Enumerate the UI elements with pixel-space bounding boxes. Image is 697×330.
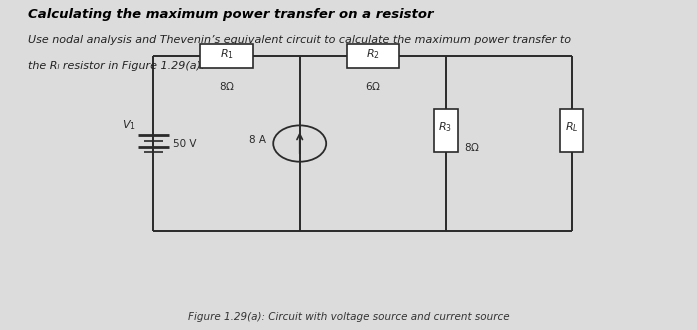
Bar [560,109,583,152]
Text: Figure 1.29(a): Circuit with voltage source and current source: Figure 1.29(a): Circuit with voltage sou… [187,312,510,322]
Text: Calculating the maximum power transfer on a resistor: Calculating the maximum power transfer o… [28,8,434,21]
Bar [201,44,253,69]
Text: $R_1$: $R_1$ [220,48,233,61]
Text: 8 A: 8 A [250,135,266,145]
Bar [347,44,399,69]
Text: the Rₗ resistor in Figure 1.29(a).: the Rₗ resistor in Figure 1.29(a). [28,61,204,71]
Text: $R_2$: $R_2$ [366,48,380,61]
Text: 50 V: 50 V [173,139,197,148]
Text: $R_L$: $R_L$ [565,120,579,134]
Text: 6$\Omega$: 6$\Omega$ [365,80,381,92]
Bar [434,109,458,152]
Text: $R_3$: $R_3$ [438,120,452,134]
Text: $V_1$: $V_1$ [122,118,136,132]
Text: 8$\Omega$: 8$\Omega$ [464,141,480,153]
Text: Use nodal analysis and Thevenin’s equivalent circuit to calculate the maximum po: Use nodal analysis and Thevenin’s equiva… [28,35,571,45]
Text: 8$\Omega$: 8$\Omega$ [218,80,235,92]
